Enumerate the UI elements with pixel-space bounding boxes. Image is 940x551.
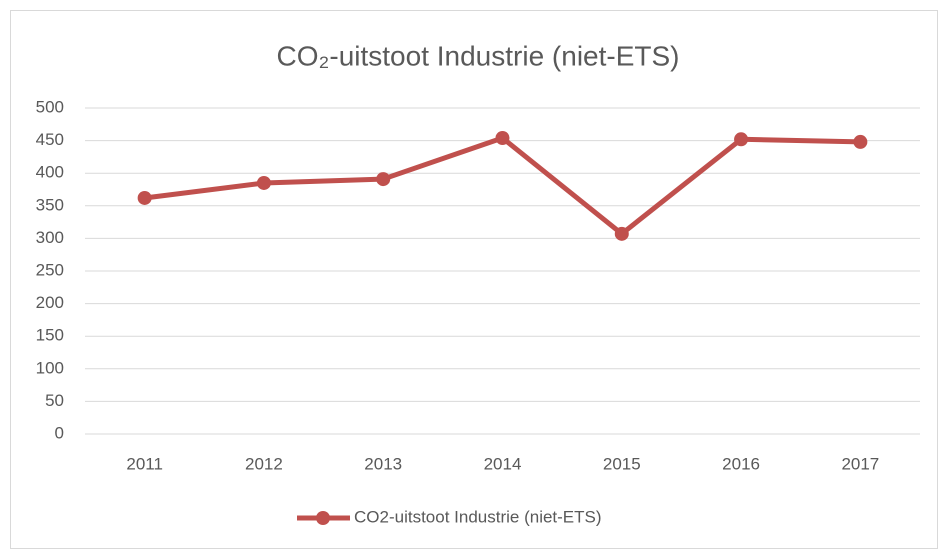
point [734, 132, 749, 147]
y-tick-label: 200 [36, 293, 64, 312]
point [137, 190, 152, 205]
x-tick-label: 2014 [484, 454, 522, 473]
point [853, 134, 868, 149]
chart-border [10, 10, 938, 549]
x-tick-label: 2015 [603, 454, 641, 473]
y-tick-label: 500 [36, 97, 64, 116]
point [256, 175, 271, 190]
chart-title: CO₂-uitstoot Industrie (niet-ETS) [277, 40, 680, 71]
y-tick-label: 450 [36, 130, 64, 149]
legend-marker [316, 511, 330, 525]
y-tick-label: 100 [36, 358, 64, 377]
y-tick-label: 400 [36, 163, 64, 182]
y-tick-label: 50 [45, 391, 64, 410]
y-tick-label: 350 [36, 195, 64, 214]
point [376, 172, 391, 187]
point [614, 226, 629, 241]
y-tick-label: 150 [36, 326, 64, 345]
x-tick-label: 2017 [841, 454, 879, 473]
point [495, 130, 510, 145]
legend-label: CO2-uitstoot Industrie (niet-ETS) [354, 507, 602, 526]
x-tick-label: 2012 [245, 454, 283, 473]
x-tick-label: 2011 [126, 454, 163, 473]
x-tick-label: 2016 [722, 454, 760, 473]
y-tick-label: 0 [55, 423, 64, 442]
y-tick-label: 250 [36, 260, 64, 279]
y-tick-label: 300 [36, 228, 64, 247]
x-tick-label: 2013 [364, 454, 402, 473]
